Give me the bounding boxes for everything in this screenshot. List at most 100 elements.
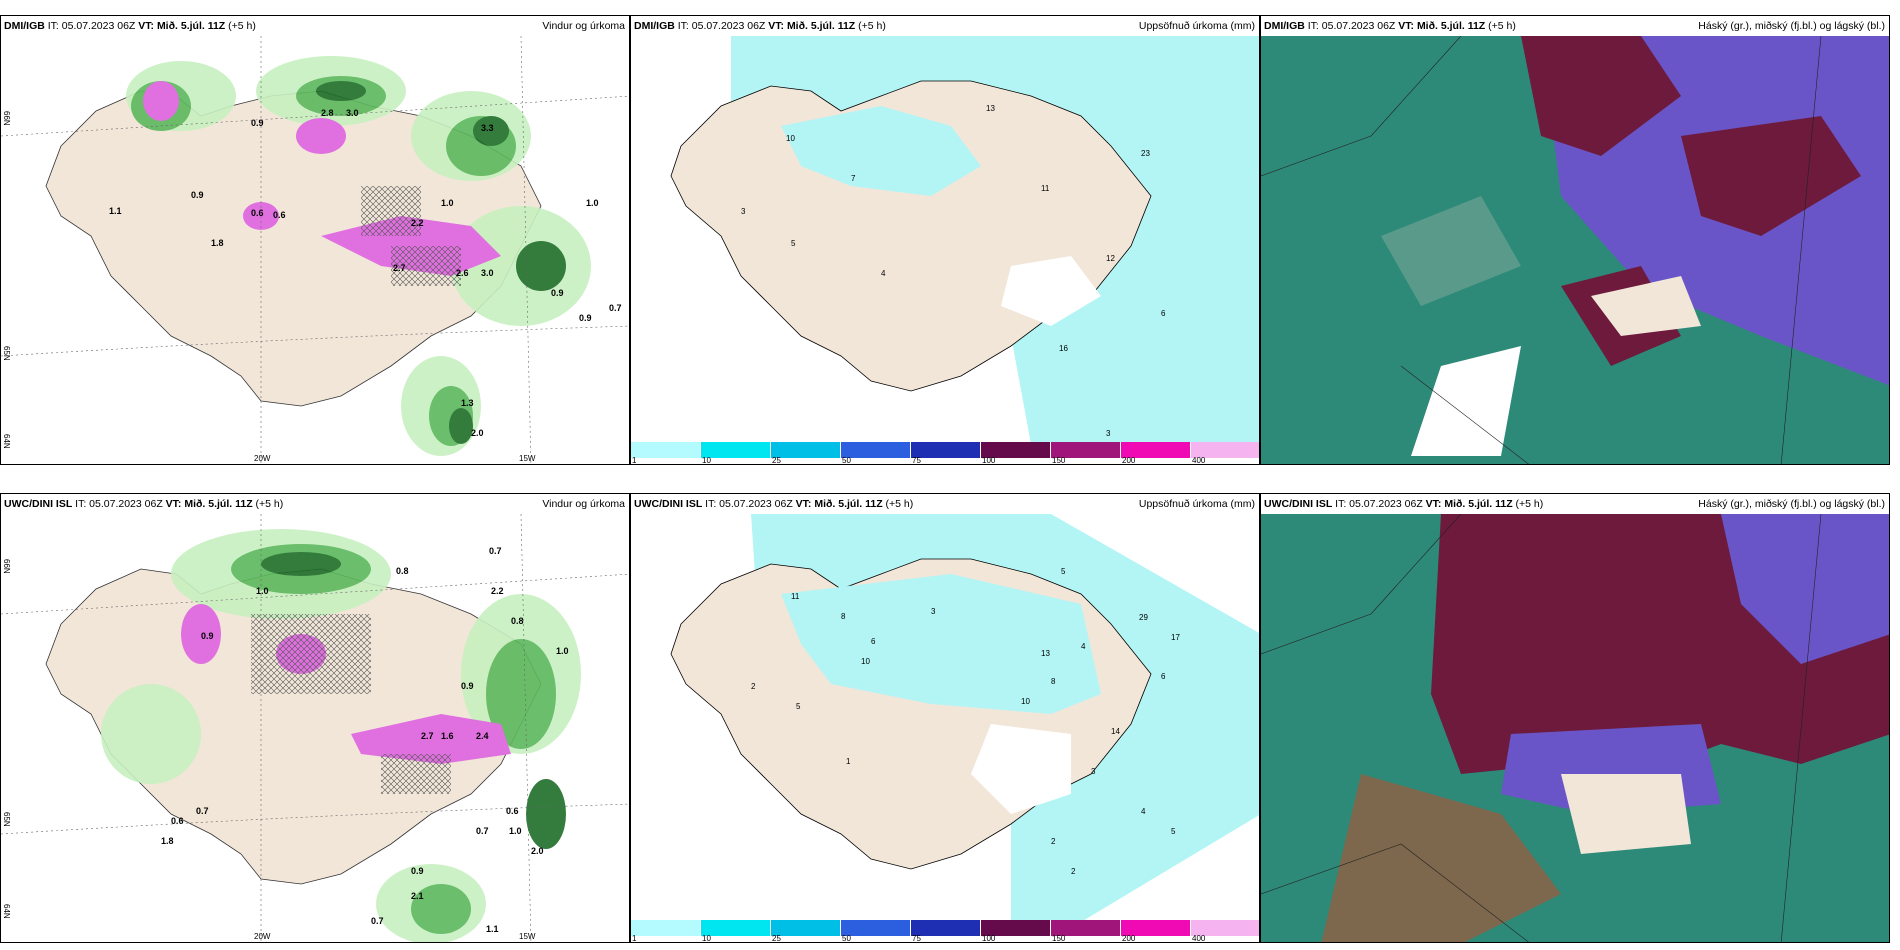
value-label: 11 bbox=[791, 592, 800, 601]
colorbar-swatch bbox=[1121, 920, 1191, 936]
value-label: 0.7 bbox=[609, 303, 622, 313]
value-label: 6 bbox=[1161, 672, 1166, 681]
value-label: 3 bbox=[1091, 767, 1096, 776]
colorbar-swatch bbox=[981, 920, 1051, 936]
value-label: 0.9 bbox=[201, 631, 214, 641]
value-labels: 0.9 2.8 3.0 3.3 1.1 0.9 0.6 0.6 1.8 1.0 … bbox=[109, 108, 622, 438]
value-label: 2.7 bbox=[421, 731, 434, 741]
lead-time: (+5 h) bbox=[228, 20, 256, 32]
value-label: 0.6 bbox=[251, 208, 264, 218]
value-label: 17 bbox=[1171, 633, 1180, 642]
colorbar-tick: 200 bbox=[1122, 934, 1136, 943]
value-label: 3.0 bbox=[346, 108, 359, 118]
value-label: 3 bbox=[1106, 429, 1111, 438]
model-name: UWC/DINI ISL bbox=[1264, 498, 1333, 510]
value-label: 0.6 bbox=[273, 210, 286, 220]
precip-fields bbox=[126, 56, 591, 456]
value-label: 3.0 bbox=[481, 268, 494, 278]
valid-time-label: VT: bbox=[165, 498, 182, 510]
map-wind-precip: 0.9 2.8 3.0 3.3 1.1 0.9 0.6 0.6 1.8 1.0 … bbox=[1, 36, 629, 464]
panel-header: DMI/IGB IT: 05.07.2023 06Z VT: Mið. 5.jú… bbox=[1261, 16, 1889, 36]
colorbar: 1 10 25 50 75 100 150 200 400 bbox=[631, 920, 1259, 943]
value-label: 0.6 bbox=[506, 806, 519, 816]
value-label: 0.9 bbox=[551, 288, 564, 298]
panel-title: Háský (gr.), miðský (fj.bl.) og lágský (… bbox=[1698, 20, 1885, 32]
colorbar-swatch bbox=[981, 442, 1051, 458]
value-label: 2.7 bbox=[393, 263, 406, 273]
valid-time-label: VT: bbox=[1398, 20, 1415, 32]
value-label: 1.8 bbox=[211, 238, 224, 248]
valid-time: Mið. 5.júl. 11Z bbox=[156, 20, 226, 32]
value-label: 7 bbox=[851, 174, 856, 183]
colorbar-swatch bbox=[841, 442, 911, 458]
init-time: IT: 05.07.2023 06Z bbox=[705, 498, 793, 510]
map-clouds bbox=[1261, 514, 1889, 942]
colorbar-tick: 150 bbox=[1052, 934, 1066, 943]
value-label: 14 bbox=[1111, 727, 1120, 736]
colorbar-tick: 400 bbox=[1192, 934, 1206, 943]
colorbar: 1 10 25 50 75 100 150 200 400 bbox=[631, 442, 1259, 464]
value-label: 12 bbox=[1106, 254, 1115, 263]
value-label: 1.6 bbox=[441, 731, 454, 741]
model-name: UWC/DINI ISL bbox=[634, 498, 703, 510]
value-label: 5 bbox=[796, 702, 801, 711]
snow-fields bbox=[181, 604, 511, 794]
colorbar-tick: 75 bbox=[912, 934, 921, 943]
panel-uwc-wind-precip: UWC/DINI ISL IT: 05.07.2023 06Z VT: Mið.… bbox=[0, 493, 630, 943]
value-label: 0.9 bbox=[251, 118, 264, 128]
value-label: 3.3 bbox=[481, 123, 494, 133]
colorbar-swatch bbox=[771, 920, 841, 936]
value-label: 6 bbox=[1161, 309, 1166, 318]
value-label: 0.9 bbox=[579, 313, 592, 323]
lead-time: (+5 h) bbox=[885, 498, 914, 510]
model-name: UWC/DINI ISL bbox=[4, 498, 73, 510]
value-label: 0.8 bbox=[396, 566, 409, 576]
value-label: 2.0 bbox=[471, 428, 484, 438]
precip-fields bbox=[101, 529, 581, 942]
model-name: DMI/IGB bbox=[1264, 20, 1305, 32]
lat-label-64: 64N bbox=[2, 904, 11, 919]
panel-dmi-clouds: DMI/IGB IT: 05.07.2023 06Z VT: Mið. 5.jú… bbox=[1260, 15, 1890, 465]
lat-label-66: 66N bbox=[2, 559, 11, 574]
value-label: 2 bbox=[751, 682, 756, 691]
value-label: 1.8 bbox=[161, 836, 174, 846]
colorbar-tick: 10 bbox=[702, 934, 711, 943]
value-label: 5 bbox=[791, 239, 796, 248]
colorbar-tick: 25 bbox=[772, 934, 781, 943]
value-label: 1 bbox=[846, 757, 851, 766]
value-label: 10 bbox=[1021, 697, 1030, 706]
valid-time: Mið. 5.júl. 11Z bbox=[1444, 498, 1513, 510]
valid-time: Mið. 5.júl. 11Z bbox=[786, 20, 856, 32]
value-label: 0.6 bbox=[171, 816, 184, 826]
value-label: 1.0 bbox=[441, 198, 454, 208]
lat-label-65: 65N bbox=[2, 812, 11, 827]
value-label: 16 bbox=[1059, 344, 1068, 353]
colorbar-swatch bbox=[1121, 442, 1191, 458]
colorbar-swatch bbox=[1051, 920, 1121, 936]
panel-title: Uppsöfnuð úrkoma (mm) bbox=[1138, 20, 1255, 32]
value-label: 5 bbox=[1061, 567, 1066, 576]
value-label: 0.9 bbox=[191, 190, 204, 200]
value-label: 2.6 bbox=[456, 268, 469, 278]
panel-header: UWC/DINI ISL IT: 05.07.2023 06Z VT: Mið.… bbox=[631, 494, 1259, 514]
value-label: 0.7 bbox=[371, 916, 384, 926]
value-labels: 0.7 0.8 1.0 0.9 0.6 1.8 0.7 0.6 0.7 0.8 … bbox=[161, 546, 569, 934]
colorbar-swatch bbox=[631, 442, 701, 458]
value-label: 2 bbox=[1051, 837, 1056, 846]
value-label: 4 bbox=[1081, 642, 1086, 651]
init-time: IT: 05.07.2023 06Z bbox=[1335, 498, 1423, 510]
panel-header: UWC/DINI ISL IT: 05.07.2023 06Z VT: Mið.… bbox=[1, 494, 629, 514]
value-label: 8 bbox=[1051, 677, 1056, 686]
value-label: 1.0 bbox=[509, 826, 522, 836]
grid-lines bbox=[1, 514, 629, 942]
value-label: 10 bbox=[861, 657, 870, 666]
snow-fields bbox=[143, 81, 501, 286]
lon-label-20w: 20W bbox=[254, 454, 271, 463]
panel-title: Vindur og úrkoma bbox=[542, 20, 625, 32]
value-label: 4 bbox=[881, 269, 886, 278]
lat-label-66: 66N bbox=[2, 111, 11, 126]
value-labels: 13 10 7 11 3 5 23 12 4 6 16 3 bbox=[741, 104, 1166, 438]
value-label: 11 bbox=[1041, 184, 1050, 193]
value-label: 3 bbox=[741, 207, 746, 216]
lon-label-15w: 15W bbox=[519, 454, 536, 463]
